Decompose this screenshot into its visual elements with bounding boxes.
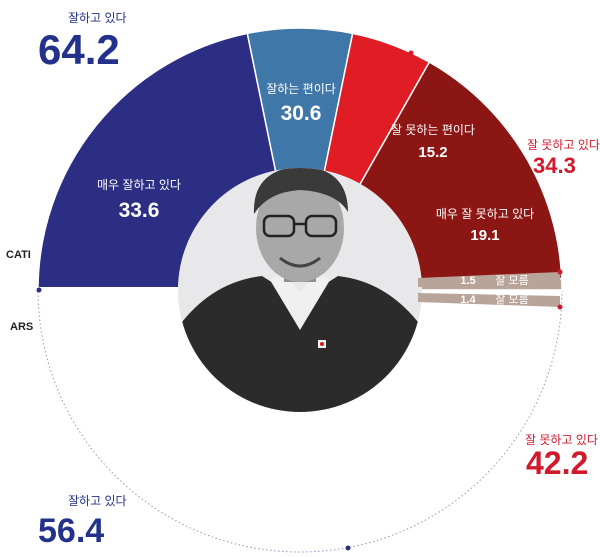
cati-bad-label: 잘 못하는 편이다	[391, 123, 475, 137]
ars-bad-label-line1: 잘 못하는	[345, 465, 393, 479]
ars-method-label: ARS	[10, 321, 33, 333]
cati-very-bad-value: 19.1	[470, 227, 499, 244]
ars-dont-know-bar	[418, 293, 560, 307]
ars-bad-label-line2: 편이다	[352, 481, 385, 495]
guide-dot-top	[408, 50, 414, 56]
cati-very-bad-label: 매우 잘 못하고 있다	[436, 207, 534, 221]
cati-method-label: CATI	[6, 249, 31, 261]
ars-good-label: 잘하는 편이다	[257, 486, 327, 500]
ars-dont-know-value: 1.4	[460, 294, 476, 306]
cati-bad-value: 15.2	[418, 144, 447, 161]
ars-very-bad-label: 매우 잘 못하고 있다	[413, 373, 511, 387]
ars-very-good-label: 매우 잘하고 있다	[127, 396, 211, 410]
guide-dot-bottom	[345, 545, 351, 551]
top-good-total-value: 64.2	[38, 26, 120, 73]
ars-dont-know-label: 잘 모름	[495, 293, 528, 306]
ars-good-value: 12.9	[277, 507, 306, 524]
bottom-bad-total-label: 잘 못하고 있다	[525, 433, 598, 447]
bottom-good-total-label: 잘하고 있다	[68, 494, 127, 508]
bottom-good-total-value: 56.4	[38, 512, 104, 550]
ars-very-bad-value: 32.2	[442, 394, 483, 417]
segments	[37, 27, 563, 291]
cati-dont-know-bar	[418, 272, 560, 287]
guide-dot-right-top	[557, 269, 563, 275]
top-good-total-label: 잘하고 있다	[68, 11, 127, 25]
top-bad-total-value: 34.3	[533, 153, 576, 178]
segment-labels: 잘하는 편이다 30.6 잘 못하는 편이다 15.2 매우 잘 못하고 있다 …	[97, 82, 534, 524]
cati-good-value: 30.6	[281, 102, 322, 125]
cati-dont-know-value: 1.5	[460, 275, 475, 287]
ars-bad-value: 10.0	[366, 497, 395, 514]
guide-dot-right-bottom	[557, 304, 563, 310]
cati-left-dot	[36, 287, 42, 293]
ars-very-good-value: 43.6	[149, 418, 190, 441]
cati-good-label: 잘하는 편이다	[266, 82, 336, 96]
bottom-bad-total-value: 42.2	[526, 445, 588, 481]
top-bad-total-label: 잘 못하고 있다	[527, 138, 600, 152]
dont-know-bars: 1.5 잘 모름 1.4 잘 모름	[418, 272, 560, 307]
cati-dont-know-label: 잘 모름	[495, 274, 528, 287]
cati-very-good-label: 매우 잘하고 있다	[97, 178, 181, 192]
method-divider	[20, 287, 300, 292]
portrait-photo	[178, 168, 422, 412]
cati-very-good-value: 33.6	[119, 199, 160, 222]
